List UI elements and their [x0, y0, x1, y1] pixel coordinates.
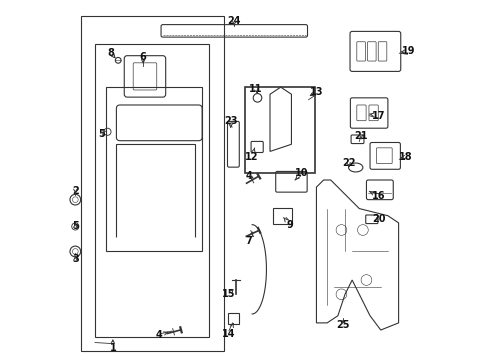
Text: 3: 3	[72, 253, 79, 264]
Text: 20: 20	[372, 213, 386, 224]
Text: 23: 23	[224, 116, 238, 126]
Text: 5: 5	[99, 129, 105, 139]
Text: 8: 8	[108, 48, 115, 58]
Text: 16: 16	[372, 191, 386, 201]
Text: 6: 6	[140, 52, 147, 62]
Text: 1: 1	[109, 343, 116, 353]
Text: 11: 11	[249, 84, 263, 94]
Text: 18: 18	[399, 152, 413, 162]
Text: 21: 21	[354, 131, 368, 141]
Text: 15: 15	[222, 289, 236, 299]
Text: 22: 22	[342, 158, 355, 168]
Text: 5: 5	[72, 221, 79, 231]
Text: 13: 13	[310, 87, 323, 98]
Text: 10: 10	[295, 168, 309, 178]
Bar	[245, 87, 315, 173]
Text: 19: 19	[402, 46, 416, 57]
Text: 4: 4	[245, 171, 252, 181]
Text: 9: 9	[286, 220, 293, 230]
Text: 4: 4	[156, 330, 163, 341]
Text: 25: 25	[337, 320, 350, 330]
Text: 12: 12	[245, 152, 259, 162]
Text: 14: 14	[222, 329, 236, 339]
Text: 17: 17	[372, 111, 386, 121]
Text: 7: 7	[245, 236, 252, 246]
Text: 24: 24	[227, 16, 241, 26]
Text: 2: 2	[72, 186, 79, 196]
